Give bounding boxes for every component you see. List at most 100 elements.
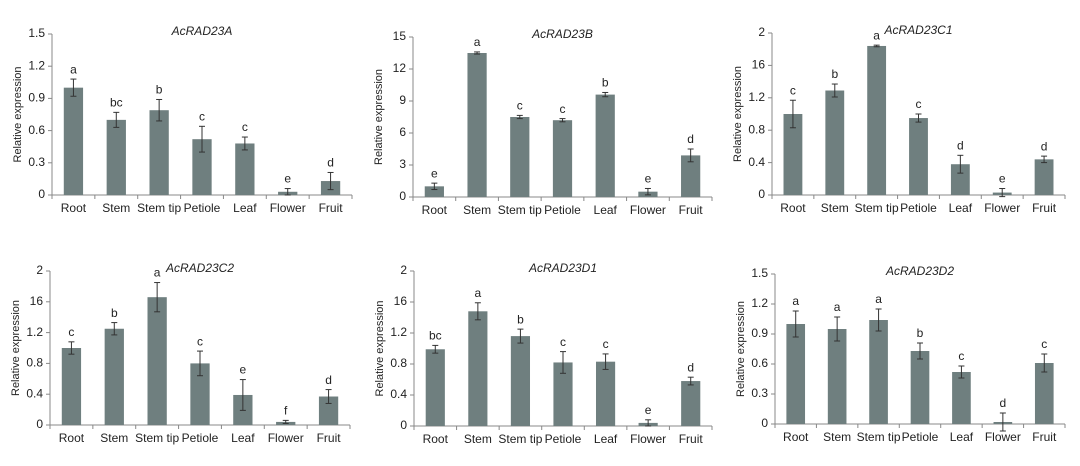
bar <box>1034 363 1054 424</box>
x-tick-label: Stem <box>823 430 851 444</box>
bar <box>149 110 169 195</box>
significance-letter: a <box>873 28 880 42</box>
error-bar <box>789 99 796 129</box>
significance-letter: a <box>70 62 77 76</box>
error-bar <box>474 302 481 321</box>
x-tick-label: Fruit <box>1032 430 1057 444</box>
x-tick-label: Leaf <box>949 201 973 215</box>
y-tick-label: 6 <box>399 125 406 139</box>
x-tick-label: Root <box>59 431 85 445</box>
error-bar <box>957 154 964 174</box>
y-tick-label: 16 <box>394 294 408 308</box>
y-tick-label: 0 <box>38 187 45 201</box>
significance-letter: e <box>645 172 652 186</box>
x-tick-label: Fruit <box>679 203 704 217</box>
chart-title: AcRAD23A <box>171 24 233 38</box>
error-bar <box>516 114 523 120</box>
y-tick-label: 0.6 <box>751 356 768 370</box>
error-bar <box>113 111 120 128</box>
error-bar <box>327 171 334 191</box>
error-bar <box>432 344 439 354</box>
significance-letter: c <box>1041 337 1047 351</box>
bar <box>827 329 847 424</box>
error-bar <box>917 342 923 360</box>
x-tick-label: Fruit <box>1032 201 1057 215</box>
x-tick-label: Fruit <box>679 432 704 446</box>
significance-letter: b <box>156 83 163 97</box>
y-tick-label: 9 <box>399 93 406 107</box>
x-tick-label: Flower <box>630 432 666 446</box>
x-tick-label: Leaf <box>594 203 618 217</box>
x-tick-label: Stem tip <box>498 203 542 217</box>
x-tick-label: Leaf <box>231 431 255 445</box>
significance-letter: c <box>958 349 964 363</box>
y-tick-label: 1.5 <box>28 26 45 40</box>
significance-letter: bc <box>110 96 123 110</box>
significance-letter: a <box>834 300 841 314</box>
x-tick-label: Stem tip <box>137 201 181 215</box>
y-tick-label: 16 <box>30 294 44 308</box>
bar <box>61 348 82 425</box>
chart-title: AcRAD23B <box>531 27 593 41</box>
y-axis-label: Relative expression <box>10 300 22 396</box>
significance-letter: c <box>790 83 796 97</box>
x-tick-label: Flower <box>630 203 666 217</box>
y-tick-label: 0.3 <box>751 386 768 400</box>
significance-letter: b <box>602 76 609 90</box>
bar <box>786 324 806 424</box>
y-tick-label: 0 <box>761 416 768 430</box>
error-bar <box>875 308 882 332</box>
significance-letter: c <box>68 325 74 339</box>
error-bar <box>645 419 652 427</box>
chart-title: AcRAD23C2 <box>165 261 234 275</box>
y-tick-label: 16 <box>752 58 766 72</box>
x-tick-label: Stem tip <box>855 201 899 215</box>
y-tick-label: 0 <box>399 189 406 203</box>
significance-letter: a <box>154 266 161 280</box>
significance-letter: e <box>431 166 438 180</box>
x-tick-label: Fruit <box>317 431 342 445</box>
y-tick-label: 1.2 <box>28 58 45 72</box>
bar <box>681 155 701 197</box>
error-bar <box>873 44 880 48</box>
y-tick-label: 1.2 <box>390 325 407 339</box>
error-bar <box>602 91 609 98</box>
y-tick-label: 0.9 <box>28 91 45 105</box>
x-tick-label: Flower <box>984 201 1020 215</box>
error-bar <box>282 419 289 424</box>
error-bar <box>958 365 965 379</box>
x-tick-label: Stem <box>100 431 128 445</box>
x-tick-label: Stem tip <box>857 430 901 444</box>
x-tick-label: Root <box>61 201 87 215</box>
y-tick-label: 0 <box>758 187 765 201</box>
bar <box>318 396 339 425</box>
y-axis-label: Relative expression <box>735 301 747 397</box>
error-bar <box>241 136 248 151</box>
bar <box>783 114 803 195</box>
x-tick-label: Petiole <box>184 201 221 215</box>
significance-letter: bc <box>429 329 442 343</box>
bar <box>424 186 444 197</box>
y-tick-label: 12 <box>393 61 407 75</box>
y-tick-label: 2 <box>36 263 43 277</box>
significance-letter: c <box>242 120 248 134</box>
y-tick-label: 0.4 <box>390 387 407 401</box>
y-axis-label: Relative expression <box>373 69 385 165</box>
x-tick-label: Flower <box>268 431 304 445</box>
error-bar <box>915 113 922 123</box>
significance-letter: a <box>474 35 481 49</box>
x-tick-label: Stem <box>463 203 491 217</box>
bar <box>950 164 970 195</box>
significance-letter: d <box>957 138 964 152</box>
bar <box>1034 159 1054 195</box>
y-tick-label: 15 <box>393 29 407 43</box>
significance-letter: c <box>916 97 922 111</box>
x-tick-label: Flower <box>985 430 1021 444</box>
significance-letter: e <box>999 172 1006 186</box>
error-bar <box>68 341 75 355</box>
significance-letter: d <box>325 373 332 387</box>
significance-letter: d <box>1000 396 1007 410</box>
error-bar <box>559 118 566 123</box>
x-tick-label: Root <box>422 203 448 217</box>
